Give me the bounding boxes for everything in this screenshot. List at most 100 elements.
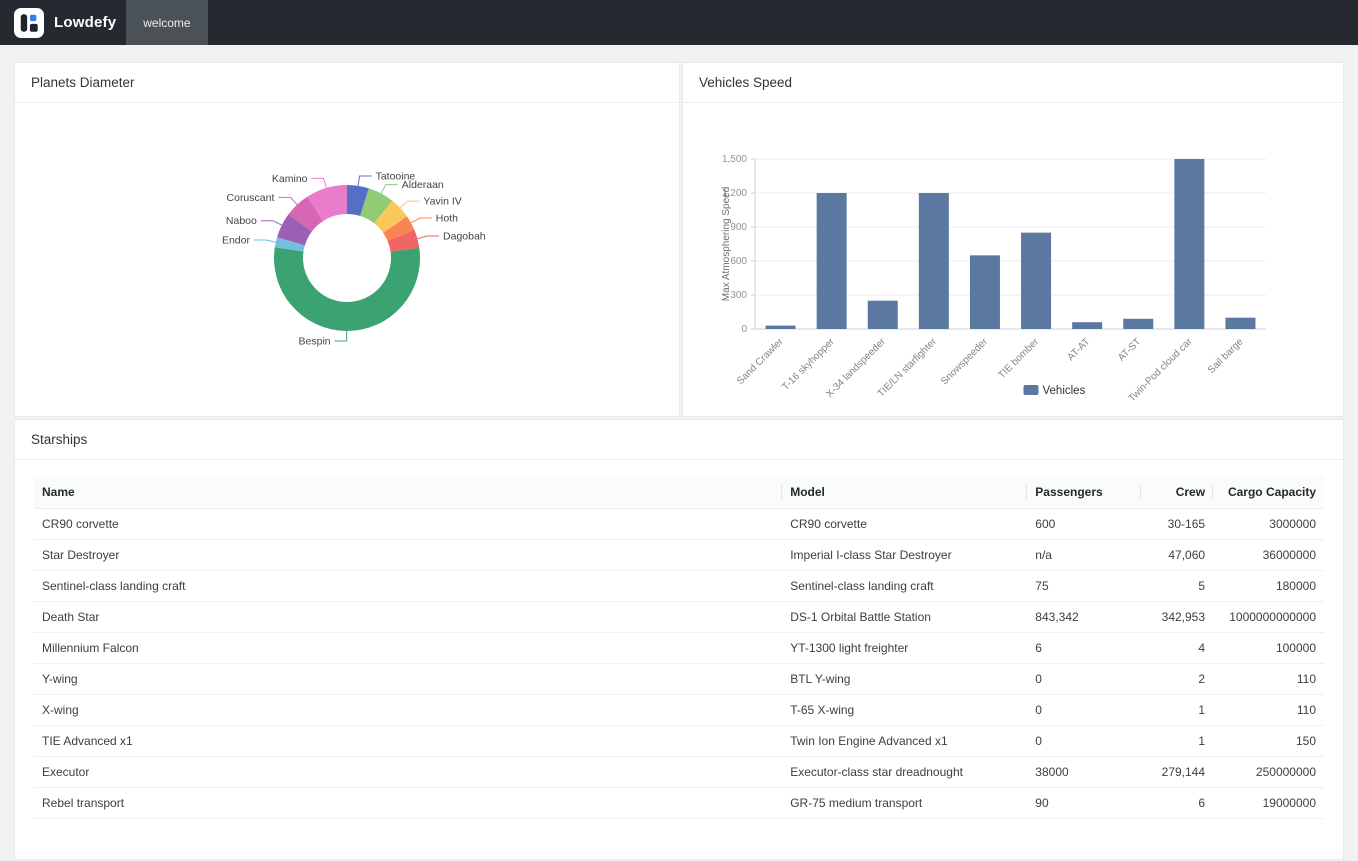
pie-label-yavin-iv: Yavin IV: [423, 196, 461, 208]
vehicles-speed-card-title: Vehicles Speed: [683, 63, 1343, 103]
table-cell: GR-75 medium transport: [782, 787, 1028, 819]
pie-label-line-bespin: [334, 330, 348, 342]
table-cell: 1: [1140, 725, 1214, 757]
table-row-sentinel-class-landing-craft: Sentinel-class landing craft Sentinel-cla…: [34, 570, 1324, 602]
pie-label-line-hoth: [410, 217, 432, 224]
legend-marker-vehicles[interactable]: [1023, 385, 1039, 395]
table-cell: CR90 corvette: [34, 508, 783, 540]
page-body: Planets Diameter Tatooine Alderaan Yavin I…: [0, 45, 1358, 860]
planets-diameter-card-title: Planets Diameter: [15, 63, 679, 103]
starships-card-title: Starships: [15, 420, 1343, 460]
pie-label-line-alderaan: [380, 184, 398, 194]
column-header-passengers: Passengers: [1027, 476, 1141, 509]
bar-tie-bomber[interactable]: [1021, 232, 1052, 329]
table-cell: 38000: [1027, 756, 1141, 788]
pie-label-bespin: Bespin: [299, 335, 331, 347]
table-cell: Death Star: [34, 601, 783, 633]
table-cell: 1: [1140, 694, 1214, 726]
starships-card: Starships Name Model Passengers Crew Cargo C…: [14, 419, 1344, 860]
table-cell: CR90 corvette: [782, 508, 1028, 540]
pie-slice-naboo[interactable]: [277, 214, 312, 246]
pie-slice-bespin[interactable]: [273, 247, 421, 332]
table-cell: 47,060: [1140, 539, 1214, 571]
table-cell: YT-1300 light freighter: [782, 632, 1028, 664]
bar-sand-crawler[interactable]: [765, 325, 796, 329]
pie-label-line-tatooine: [357, 175, 372, 186]
bar-tie-ln-starfighter[interactable]: [918, 193, 949, 329]
table-cell: 2: [1140, 663, 1214, 695]
table-cell: TIE Advanced x1: [34, 725, 783, 757]
table-cell: 36000000: [1213, 539, 1324, 571]
pie-slice-coruscant[interactable]: [288, 196, 324, 232]
bar-snowspeeder[interactable]: [969, 255, 1000, 329]
table-cell: 90: [1027, 787, 1141, 819]
table-cell: Millennium Falcon: [34, 632, 783, 664]
pie-slice-alderaan[interactable]: [360, 188, 393, 224]
table-cell: Rebel transport: [34, 787, 783, 819]
x-category-label-sail-barge: Sail barge: [1206, 336, 1246, 376]
x-category-label-sand-crawler: Sand Crawler: [735, 336, 786, 387]
table-cell: 342,953: [1140, 601, 1214, 633]
bar-x-34-landspeeder[interactable]: [867, 300, 898, 329]
table-cell: BTL Y-wing: [782, 663, 1028, 695]
table-cell: 180000: [1213, 570, 1324, 602]
table-cell: 3000000: [1213, 508, 1324, 540]
pie-slice-dagobah[interactable]: [387, 229, 420, 252]
table-cell: Twin Ion Engine Advanced x1: [782, 725, 1028, 757]
brand-name: Lowdefy: [54, 14, 117, 31]
table-cell: 0: [1027, 694, 1141, 726]
y-tick-label: 900: [730, 222, 747, 233]
vehicles-speed-card: Vehicles Speed 0 300 600 900 1,200 1,500 Sand …: [682, 62, 1344, 417]
bar-at-at[interactable]: [1072, 322, 1103, 329]
table-row-x-wing: X-wing T-65 X-wing 0 1 110: [34, 694, 1324, 726]
table-cell: Sentinel-class landing craft: [34, 570, 783, 602]
table-cell: 5: [1140, 570, 1214, 602]
table-cell: X-wing: [34, 694, 783, 726]
bar-t-16-skyhopper[interactable]: [816, 193, 847, 329]
pie-slice-hoth[interactable]: [383, 216, 415, 241]
pie-label-tatooine: Tatooine: [376, 170, 416, 182]
bar-twin-pod-cloud-car[interactable]: [1174, 159, 1205, 329]
table-cell: Executor-class star dreadnought: [782, 756, 1028, 788]
lowdefy-logo-glyph: [20, 13, 38, 32]
pie-slice-yavin-iv[interactable]: [374, 200, 407, 233]
table-cell: 4: [1140, 632, 1214, 664]
pie-slice-tatooine[interactable]: [347, 185, 369, 217]
pie-label-coruscant: Coruscant: [227, 192, 275, 204]
table-cell: 600: [1027, 508, 1141, 540]
pie-label-endor: Endor: [222, 234, 251, 246]
pie-label-hoth: Hoth: [436, 213, 458, 225]
table-header-row: Name Model Passengers Crew Cargo Capacity: [34, 476, 1324, 509]
table-cell: Imperial I-class Star Destroyer: [782, 539, 1028, 571]
starships-table-wrapper: Name Model Passengers Crew Cargo Capacity CR…: [15, 460, 1343, 859]
planets-diameter-card: Planets Diameter Tatooine Alderaan Yavin I…: [14, 62, 680, 417]
pie-label-line-yavin-iv: [399, 200, 420, 209]
table-row-tie-advanced-x1: TIE Advanced x1 Twin Ion Engine Advanced …: [34, 725, 1324, 757]
starships-table-header: Name Model Passengers Crew Cargo Capacity: [34, 476, 1324, 509]
bar-sail-barge[interactable]: [1225, 317, 1256, 329]
column-header-name: Name: [34, 476, 783, 509]
y-tick-label: 300: [730, 290, 747, 301]
tab-welcome[interactable]: welcome: [126, 0, 208, 45]
table-cell: 6: [1140, 787, 1214, 819]
bar-at-st[interactable]: [1123, 318, 1154, 329]
legend-label-vehicles[interactable]: Vehicles: [1043, 385, 1086, 397]
starships-table-body: CR90 corvette CR90 corvette 600 30-165 30000…: [34, 508, 1324, 819]
pie-slice-endor[interactable]: [274, 237, 305, 252]
table-row-cr90-corvette: CR90 corvette CR90 corvette 600 30-165 30000…: [34, 508, 1324, 540]
pie-slice-kamino[interactable]: [307, 185, 347, 222]
table-cell: 279,144: [1140, 756, 1214, 788]
table-cell: 250000000: [1213, 756, 1324, 788]
x-category-label-tie-bomber: TIE bomber: [996, 336, 1041, 381]
table-cell: 19000000: [1213, 787, 1324, 819]
y-tick-label: 0: [741, 324, 747, 335]
x-category-label-t-16-skyhopper: T-16 skyhopper: [780, 336, 837, 393]
table-cell: Y-wing: [34, 663, 783, 695]
x-category-label-at-at: AT-AT: [1066, 336, 1093, 363]
table-cell: n/a: [1027, 539, 1141, 571]
pie-label-dagobah: Dagobah: [443, 230, 486, 242]
table-row-millennium-falcon: Millennium Falcon YT-1300 light freighter…: [34, 632, 1324, 664]
column-header-model: Model: [782, 476, 1028, 509]
pie-label-line-naboo: [260, 220, 283, 226]
